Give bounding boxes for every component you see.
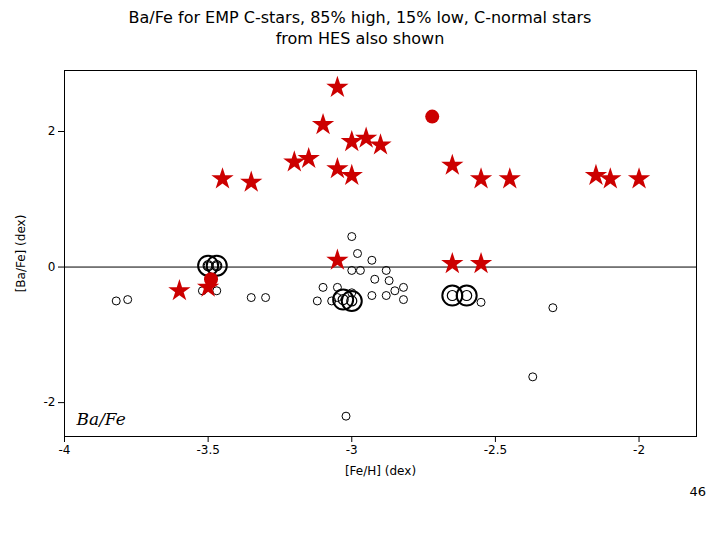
svg-text:-2.5: -2.5: [484, 443, 507, 457]
svg-text:-2: -2: [44, 395, 56, 409]
svg-text:-4: -4: [59, 443, 71, 457]
svg-text:2: 2: [48, 124, 56, 138]
svg-text:0: 0: [48, 259, 56, 273]
svg-text:-2: -2: [633, 443, 645, 457]
svg-text:Ba/Fe: Ba/Fe: [76, 408, 126, 428]
html-text:Ba/Fe for EMP C-stars, 85% hig: Ba/Fe for EMP C-stars, 85% high, 15% low…: [128, 8, 592, 48]
svg-text:-3.5: -3.5: [196, 443, 219, 457]
svg-text:[Ba/Fe] (dex): [Ba/Fe] (dex): [14, 214, 28, 292]
html-text:46: 46: [689, 483, 706, 499]
svg-text:-3: -3: [346, 443, 358, 457]
svg-text:[Fe/H] (dex): [Fe/H] (dex): [345, 463, 416, 477]
